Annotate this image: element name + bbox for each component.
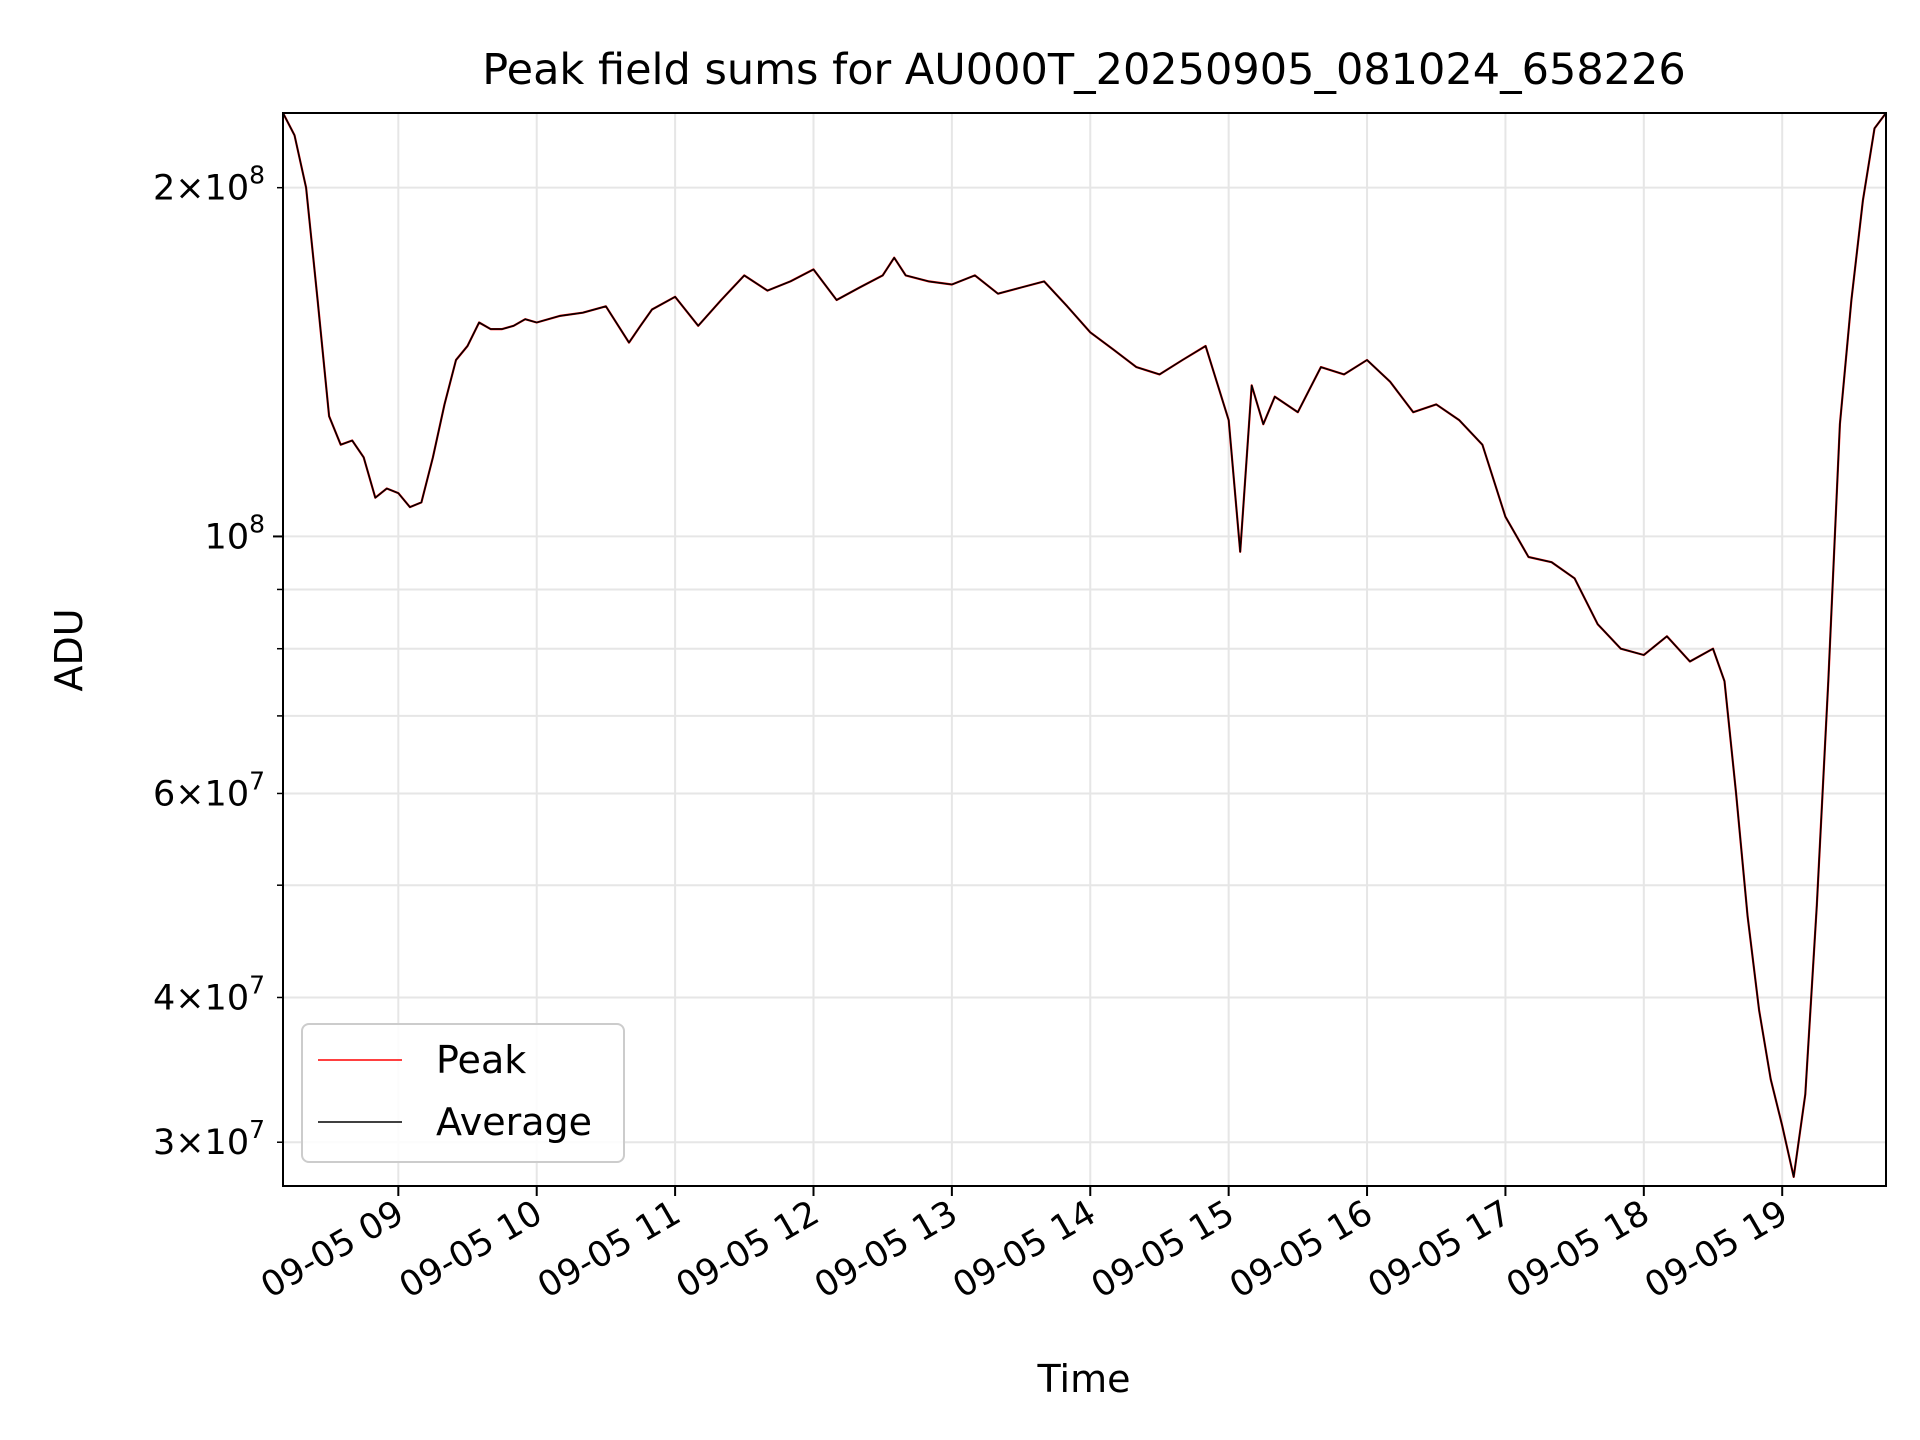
grid <box>283 113 1886 1186</box>
legend-label-peak: Peak <box>436 1038 526 1082</box>
y-tick-label: 6×107 <box>153 766 265 814</box>
y-tick-label: 108 <box>205 509 265 557</box>
y-tick-label: 2×108 <box>153 161 265 209</box>
series-line-average <box>282 112 1887 1178</box>
plot-frame <box>282 112 1887 1187</box>
legend-box <box>301 1023 625 1163</box>
y-axis-label: ADU <box>47 608 91 691</box>
y-tick-label: 3×107 <box>153 1115 265 1163</box>
legend: Peak Average <box>301 1023 625 1163</box>
x-axis-label: Time <box>1037 1357 1131 1401</box>
legend-label-average: Average <box>436 1100 592 1144</box>
chart-title: Peak field sums for AU000T_20250905_0810… <box>482 45 1686 95</box>
series-layer <box>282 112 1887 1178</box>
y-axis-ticks: 2×108 108 6×107 4×107 3×107 <box>153 161 283 1163</box>
y-tick-label: 4×107 <box>153 970 265 1018</box>
